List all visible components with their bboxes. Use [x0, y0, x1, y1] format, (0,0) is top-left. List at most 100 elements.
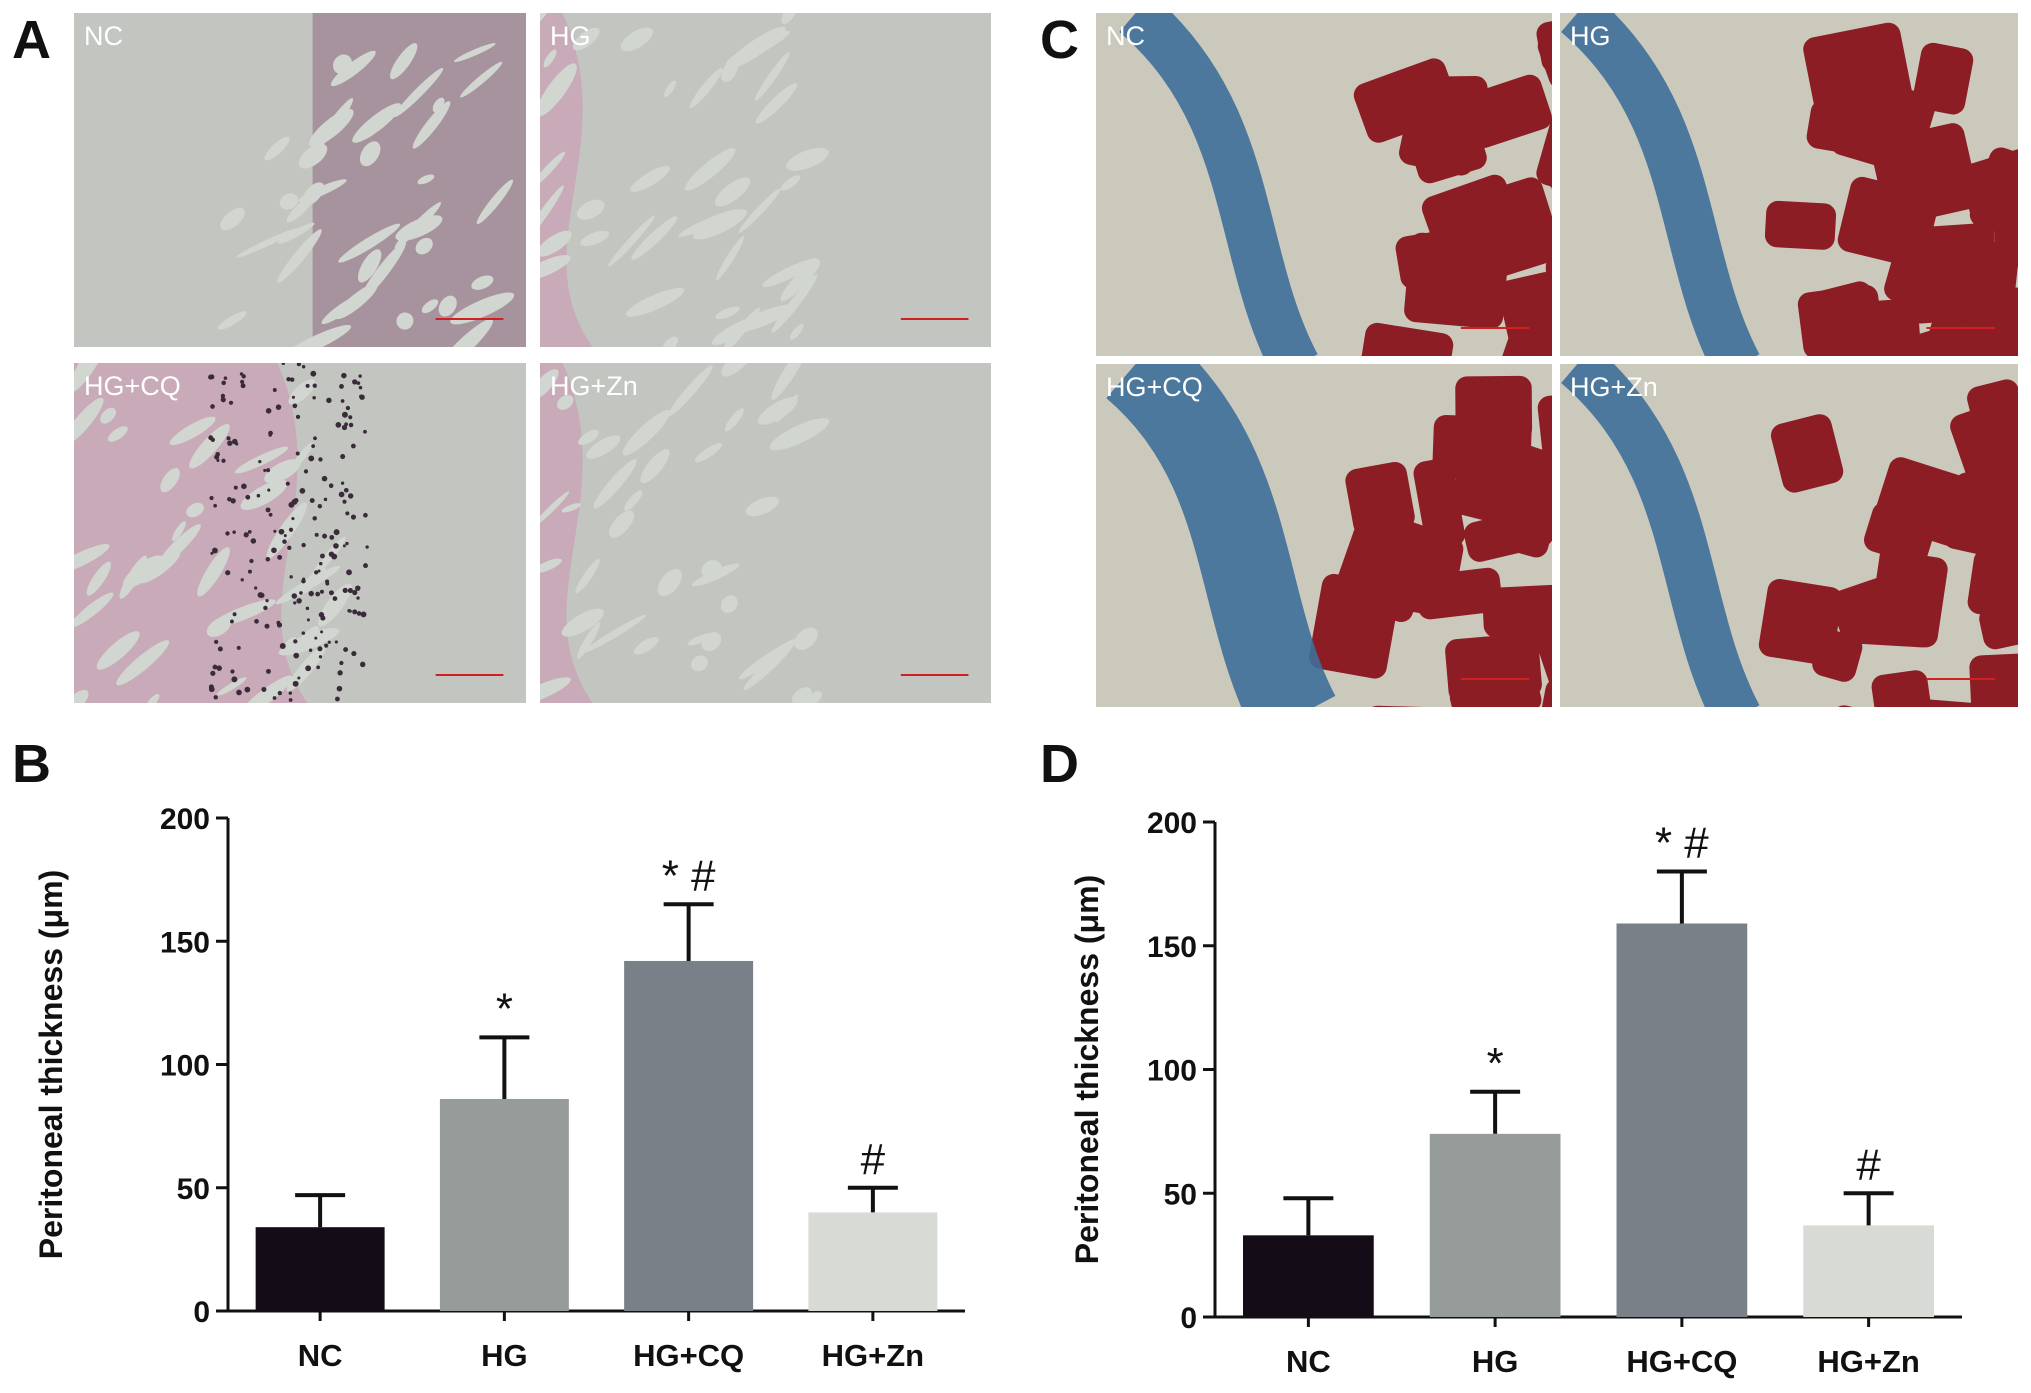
fiber-gap: [608, 215, 655, 267]
muscle-fiber: [1943, 472, 2018, 558]
nucleus: [288, 698, 293, 702]
nucleus: [275, 404, 282, 410]
fiber-gap: [302, 182, 325, 206]
fiber-gap: [799, 691, 823, 703]
nucleus: [346, 569, 352, 576]
nucleus: [245, 494, 251, 500]
nucleus: [297, 676, 301, 680]
fiber-gap: [450, 292, 515, 325]
nucleus: [247, 569, 252, 574]
nucleus: [350, 443, 356, 449]
fiber-gap: [264, 136, 290, 161]
fiber-gap: [417, 174, 435, 185]
muscle-fiber: [1950, 394, 2018, 500]
nucleus: [249, 558, 254, 564]
nucleus: [265, 408, 272, 414]
fiber-gap: [762, 258, 818, 288]
fiber-gap: [572, 27, 600, 51]
muscle-fiber: [1463, 507, 1552, 562]
fiber-gap: [786, 147, 829, 171]
fiber-gap: [540, 185, 564, 245]
nucleus: [329, 535, 335, 540]
fiber-gap: [690, 655, 708, 672]
fiber-gap: [720, 595, 738, 614]
fiber-gap: [540, 369, 559, 400]
x-tick-label: HG+CQ: [1626, 1344, 1737, 1379]
nucleus: [232, 612, 237, 617]
fiber-gap: [738, 638, 799, 680]
muscle-fiber: [1413, 458, 1465, 550]
nucleus: [342, 544, 346, 548]
fiber-gap: [206, 617, 232, 637]
nucleus: [301, 365, 306, 369]
fiber-gap: [197, 547, 230, 597]
fiber-gap: [662, 336, 679, 347]
tissue: [540, 363, 593, 703]
nucleus: [352, 609, 358, 615]
nucleus: [228, 400, 234, 405]
nucleus: [318, 457, 323, 462]
muscle-fiber: [1408, 113, 1487, 184]
nucleus: [215, 451, 220, 457]
nucleus: [258, 459, 262, 464]
fiber-gap: [583, 614, 647, 653]
fiber-gap: [359, 141, 381, 167]
nucleus: [216, 665, 222, 671]
nucleus: [231, 676, 238, 683]
bar: [624, 960, 754, 1311]
nucleus: [352, 379, 358, 385]
nucleus: [324, 643, 329, 648]
nucleus: [348, 609, 352, 613]
nucleus: [356, 381, 361, 385]
nucleus: [291, 395, 295, 399]
bar: [1616, 923, 1748, 1317]
fiber-gap: [171, 521, 186, 542]
nucleus: [293, 601, 297, 605]
fiber-gap: [755, 83, 798, 124]
bar: [439, 1099, 569, 1311]
fiber-gap: [791, 687, 812, 703]
nucleus: [309, 498, 315, 503]
nucleus: [250, 538, 257, 544]
nucleus: [312, 395, 316, 400]
nucleus: [317, 569, 321, 573]
nucleus: [360, 611, 367, 618]
image-label: NC: [84, 21, 123, 51]
nucleus: [247, 530, 252, 534]
fiber-gap: [721, 61, 738, 82]
fiber-gap: [412, 101, 451, 149]
nucleus: [265, 468, 271, 473]
nucleus: [292, 680, 299, 687]
fiber-gap: [625, 287, 685, 317]
nucleus: [230, 669, 235, 674]
nucleus: [322, 533, 328, 539]
fiber-gap: [754, 52, 790, 101]
fiber-gap: [721, 363, 751, 377]
nucleus: [233, 485, 238, 490]
nucleus: [208, 686, 215, 693]
nucleus: [359, 661, 366, 668]
nucleus: [225, 531, 230, 536]
nucleus: [292, 403, 298, 409]
micrograph: [1096, 364, 1552, 707]
nucleus: [257, 592, 264, 598]
nucleus: [331, 553, 338, 560]
fiber-gap: [119, 555, 147, 599]
nucleus: [320, 630, 324, 634]
nucleus: [281, 363, 285, 366]
nucleus: [305, 665, 312, 672]
fiber-gap: [586, 435, 621, 459]
image-label: NC: [1106, 21, 1145, 51]
fiber-gap: [264, 459, 301, 484]
muscle-fiber: [1912, 42, 1974, 115]
fiber-gap: [540, 254, 571, 281]
fiber-gap: [725, 30, 790, 66]
nucleus: [254, 586, 258, 590]
y-tick-label: 0: [1180, 1302, 1197, 1335]
nucleus: [336, 685, 343, 692]
fiber-gap: [540, 151, 566, 189]
nucleus: [345, 405, 351, 411]
nucleus: [355, 585, 361, 591]
nucleus: [216, 458, 220, 462]
nucleus: [266, 668, 271, 674]
